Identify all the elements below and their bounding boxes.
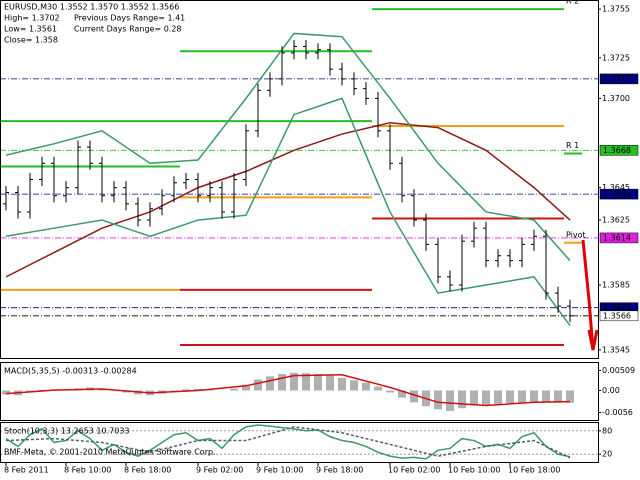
level-label: 1.3571 <box>603 303 631 312</box>
y-tick-label: 1.3625 <box>602 216 630 225</box>
level-label: 1.3641 <box>603 190 631 199</box>
level-box <box>599 73 639 85</box>
y-tick-label: 80 <box>602 426 612 435</box>
macd-bar <box>446 390 454 411</box>
cur-range: Current Days Range= 0.28 <box>74 25 182 34</box>
macd-bar <box>206 389 214 391</box>
y-tick-label: 1.3755 <box>602 5 630 14</box>
y-tick-label: 0.00 <box>602 386 620 395</box>
macd-bar <box>350 380 358 391</box>
macd-bar <box>194 388 202 391</box>
x-tick-label: 9 Feb 18:00 <box>316 466 363 475</box>
macd-bar <box>482 390 490 405</box>
level-label: 1.3712 <box>603 74 631 83</box>
high: High= 1.3702 <box>4 14 60 23</box>
macd-bar <box>230 388 238 391</box>
x-tick-label: 8 Feb 18:00 <box>124 466 171 475</box>
level-box <box>599 310 639 322</box>
prev-range: Previous Days Range= 1.41 <box>74 14 185 23</box>
macd-bar <box>314 374 322 391</box>
y-tick-label: 1.3585 <box>602 280 630 289</box>
level-box <box>599 232 639 244</box>
y-tick-label: 20 <box>602 450 612 459</box>
level-label: 1.3566 <box>603 311 631 320</box>
macd-bar <box>458 390 466 409</box>
macd-bar <box>254 379 262 391</box>
y-tick-label: 1.3725 <box>602 53 630 62</box>
macd-bar <box>518 390 526 403</box>
x-tick-label: 8 Feb 2011 <box>4 466 49 475</box>
macd-bar <box>506 390 514 404</box>
level-box <box>599 188 639 200</box>
macd-bar <box>566 390 574 403</box>
macd-bar <box>530 390 538 402</box>
macd-bar <box>266 376 274 391</box>
arrow <box>581 239 599 351</box>
indicator-line <box>5 121 571 278</box>
x-tick-label: 9 Feb 02:00 <box>196 466 243 475</box>
macd-bar <box>98 388 106 391</box>
x-tick-label: 8 Feb 10:00 <box>64 466 111 475</box>
macd-bar <box>38 389 46 391</box>
macd-bar <box>434 390 442 410</box>
macd-frame <box>0 362 599 421</box>
macd-bar <box>362 382 370 391</box>
macd-bar <box>170 390 178 392</box>
stoch-frame <box>0 422 599 463</box>
x-tick-label: 10 Feb 02:00 <box>388 466 440 475</box>
footer: BMF-Meta, © 2001-2010 MetaQuotes Softwar… <box>4 448 216 457</box>
indicator-line <box>5 97 571 326</box>
level-label: 1.3614 <box>603 233 631 242</box>
symbol: EURUSD,M30 1.3552 1.3570 1.3552 1.3566 <box>4 3 179 12</box>
macd-bar <box>494 390 502 404</box>
macd-bar <box>242 384 250 391</box>
macd-bar <box>542 390 550 403</box>
macd-bar <box>374 386 382 391</box>
y-tick-label: -0.0056 <box>602 408 633 417</box>
indicator-line <box>5 426 571 459</box>
pivot-label: R 1 <box>566 141 579 150</box>
macd-bar <box>338 377 346 391</box>
macd-bar <box>182 389 190 391</box>
macd-bar <box>398 390 406 398</box>
panel-title: Stoch(10,3,3) 13.2653 10.7033 <box>4 427 130 436</box>
plots: R 2 R 1 Pivot <box>0 0 598 460</box>
close: Close= 1.358 <box>4 36 58 45</box>
macd-bar <box>554 390 562 403</box>
x-tick-label: 10 Feb 10:00 <box>448 466 500 475</box>
macd-bar <box>386 390 394 393</box>
y-tick-label: 1.3645 <box>602 183 630 192</box>
pivot-label: R 2 <box>566 0 579 6</box>
level-box <box>599 145 639 156</box>
x-tick-label: 10 Feb 18:00 <box>508 466 560 475</box>
pivot-label: Pivot <box>566 230 586 239</box>
macd-bar <box>278 374 286 391</box>
macd-bar <box>470 390 478 406</box>
y-tick-label: 1.3545 <box>602 345 630 354</box>
indicator-line <box>5 374 571 407</box>
macd-bar <box>326 375 334 391</box>
level-label: 1.3668 <box>603 146 631 155</box>
indicator-line <box>5 32 571 262</box>
macd-bar <box>410 390 418 403</box>
macd-bar <box>290 372 298 391</box>
main-frame <box>0 0 599 359</box>
panel-title: MACD(5,35,5) -0.00313 -0.00284 <box>4 367 137 376</box>
macd-bar <box>302 373 310 391</box>
y-tick-label: 1.3700 <box>602 94 630 103</box>
x-tick-label: 9 Feb 10:00 <box>256 466 303 475</box>
macd-bar <box>2 390 10 395</box>
y-tick-label: 0.00509 <box>602 366 635 375</box>
low: Low= 1.3561 <box>4 25 57 34</box>
